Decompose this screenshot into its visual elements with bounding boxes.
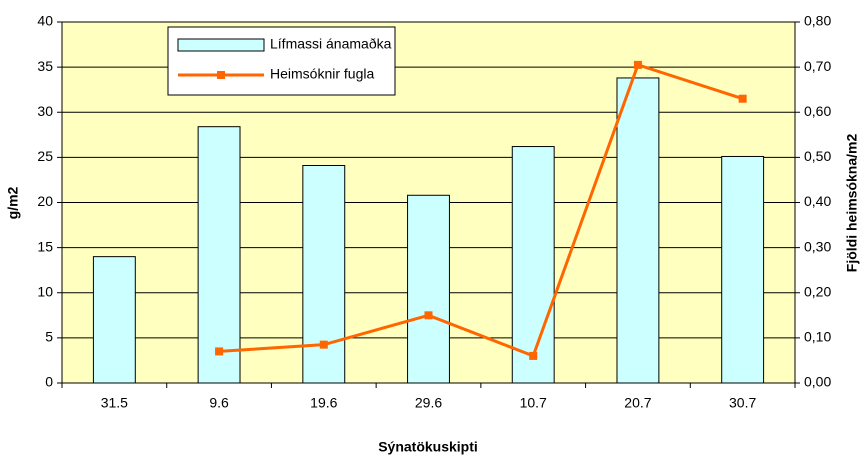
y-tick-label: 0 [45,374,53,390]
bar [721,155,765,384]
y2-tick-label: 0,60 [804,103,831,119]
marker [633,60,642,69]
y2-tick-label: 0,70 [804,58,831,74]
y-axis-label: g/m2 [5,186,21,219]
legend-marker [217,71,225,79]
x-tick-label: 29.6 [415,395,442,411]
line [218,62,744,358]
bar [302,164,346,384]
y2-tick-label: 0,50 [804,148,831,164]
y2-tick-label: 0,40 [804,193,831,209]
legend-label: Heimsóknir fugla [270,66,374,82]
bar [197,126,241,384]
bar [511,146,555,384]
y-tick-label: 35 [37,58,53,74]
y2-tick-label: 0,20 [804,283,831,299]
marker [424,311,433,320]
x-tick-label: 10.7 [520,395,547,411]
bar [92,256,136,384]
x-tick-label: 31.5 [101,395,128,411]
legend [167,26,396,96]
legend-label: Lífmassi ánamaðka [270,36,392,52]
legend-swatch [177,38,265,52]
y2-tick-label: 0,10 [804,329,831,345]
y-tick-label: 40 [37,13,53,29]
x-tick-label: 9.6 [209,395,229,411]
y2-tick-label: 0,80 [804,13,831,29]
bar [616,77,660,384]
marker [215,347,224,356]
y-tick-label: 15 [37,238,53,254]
y-tick-label: 5 [45,329,53,345]
y2-tick-label: 0,00 [804,374,831,390]
x-tick-label: 30.7 [729,395,756,411]
y2-tick-label: 0,30 [804,238,831,254]
y-tick-label: 25 [37,148,53,164]
y-tick-label: 30 [37,103,53,119]
marker [319,340,328,349]
y2-axis-label: Fjöldi heimsókna/m2 [844,134,860,273]
marker [529,351,538,360]
y-tick-label: 10 [37,283,53,299]
bar [407,194,450,384]
x-axis-label: Sýnatökuskipti [378,439,478,455]
x-tick-label: 19.6 [310,395,337,411]
marker [738,94,747,103]
y-tick-label: 20 [37,193,53,209]
x-tick-label: 20.7 [624,395,651,411]
